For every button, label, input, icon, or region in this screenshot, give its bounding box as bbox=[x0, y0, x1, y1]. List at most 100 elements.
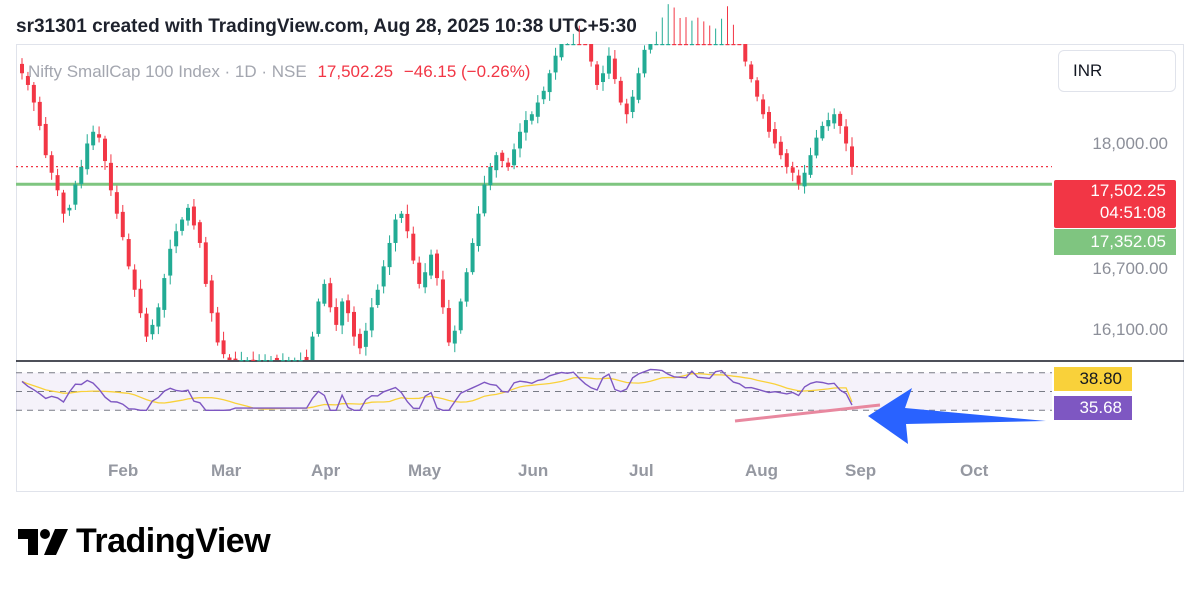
time-axis-label: May bbox=[408, 461, 442, 480]
candle-body bbox=[429, 254, 434, 276]
candle-body bbox=[660, 44, 665, 46]
tv-logo-icon bbox=[18, 528, 68, 555]
candle-body bbox=[541, 90, 546, 100]
candle-body bbox=[523, 120, 528, 133]
candle-body bbox=[233, 358, 238, 360]
candle-body bbox=[310, 336, 315, 360]
candle-body bbox=[25, 75, 30, 85]
candle-body bbox=[737, 44, 742, 46]
candle-body bbox=[126, 239, 131, 267]
candle-body bbox=[144, 313, 149, 337]
symbol-name: Nifty SmallCap 100 Index · 1D · NSE bbox=[28, 62, 307, 81]
price-axis-label: 16,700.00 bbox=[1092, 259, 1168, 278]
candle-body bbox=[79, 166, 84, 185]
candle-body bbox=[606, 55, 611, 74]
candle-body bbox=[820, 125, 825, 139]
arrow-annotation bbox=[868, 388, 1046, 444]
candle-body bbox=[500, 152, 505, 162]
tradingview-logo[interactable]: TradingView bbox=[18, 522, 271, 561]
candle-body bbox=[595, 64, 600, 85]
candle-body bbox=[352, 311, 356, 337]
candle-body bbox=[186, 207, 190, 221]
candle-body bbox=[399, 213, 404, 218]
candle-body bbox=[257, 360, 262, 362]
candle-body bbox=[274, 357, 279, 360]
time-axis-label: Aug bbox=[745, 461, 779, 480]
candle-body bbox=[518, 131, 522, 149]
candle-body bbox=[357, 333, 362, 349]
candle-body bbox=[695, 44, 700, 46]
candle-body bbox=[672, 44, 677, 46]
candle-body bbox=[464, 272, 469, 302]
candle-body bbox=[796, 175, 801, 185]
candle-body bbox=[31, 84, 36, 103]
candle-body bbox=[476, 213, 481, 247]
legend-price: 17,502.25 bbox=[317, 62, 394, 81]
candle-body bbox=[85, 143, 90, 170]
candle-body bbox=[316, 301, 321, 334]
rsi-tag: 35.68 bbox=[1054, 396, 1132, 420]
candle-body bbox=[150, 324, 155, 335]
support-price-tag: 17,352.05 bbox=[1054, 229, 1176, 255]
chart-frame[interactable] bbox=[16, 44, 1184, 492]
candle-body bbox=[67, 207, 72, 211]
candle-body bbox=[630, 96, 635, 113]
candle-body bbox=[138, 288, 143, 314]
candle-body bbox=[197, 222, 202, 243]
candle-body bbox=[731, 44, 736, 46]
candle-body bbox=[209, 280, 214, 314]
candle-body bbox=[108, 162, 113, 191]
candle-body bbox=[802, 172, 807, 187]
candle-body bbox=[114, 192, 119, 214]
rsi-line bbox=[21, 368, 853, 411]
candle-body bbox=[458, 301, 463, 331]
candle-body bbox=[446, 308, 451, 343]
candle-body bbox=[120, 211, 125, 238]
candle-body bbox=[559, 44, 564, 58]
currency-button[interactable]: INR bbox=[1058, 50, 1176, 92]
candle-body bbox=[601, 73, 605, 82]
candle-body bbox=[494, 155, 499, 171]
price-axis-label: 18,000.00 bbox=[1092, 134, 1168, 153]
candle-body bbox=[55, 175, 60, 191]
rsi-ma-tag: 38.80 bbox=[1054, 367, 1132, 391]
candle-body bbox=[168, 248, 173, 276]
candle-body bbox=[180, 219, 185, 231]
candle-body bbox=[784, 153, 789, 167]
candle-body bbox=[772, 129, 777, 144]
candle-body bbox=[583, 44, 588, 46]
candle-body bbox=[381, 266, 386, 287]
candle-body bbox=[269, 360, 273, 362]
candle-body bbox=[227, 357, 232, 360]
candle-body bbox=[423, 272, 428, 288]
candle-body bbox=[707, 44, 712, 46]
candle-body bbox=[719, 44, 724, 46]
candle-body bbox=[577, 44, 582, 46]
candle-body bbox=[790, 167, 795, 173]
candle-body bbox=[749, 64, 754, 80]
candle-body bbox=[203, 242, 208, 284]
candle-body bbox=[251, 359, 256, 361]
candle-body bbox=[405, 213, 410, 232]
time-axis-label: Mar bbox=[211, 461, 242, 480]
candle-body bbox=[553, 55, 558, 73]
candle-body bbox=[470, 242, 475, 273]
candle-body bbox=[743, 44, 748, 62]
candle-body bbox=[91, 131, 96, 146]
candle-body bbox=[340, 301, 345, 326]
candle-body bbox=[725, 44, 730, 46]
candle-body bbox=[648, 44, 653, 50]
candle-body bbox=[263, 360, 268, 362]
last-price-value: 17,502.25 bbox=[1090, 181, 1166, 200]
candle-body bbox=[239, 360, 244, 362]
candle-body bbox=[37, 101, 42, 126]
candle-body bbox=[678, 44, 683, 46]
symbol-legend[interactable]: Nifty SmallCap 100 Index · 1D · NSE 17,5… bbox=[28, 62, 530, 82]
candle-body bbox=[612, 58, 617, 80]
candle-body bbox=[636, 73, 641, 100]
candle-body bbox=[435, 253, 439, 279]
candle-body bbox=[97, 134, 102, 138]
candle-body bbox=[292, 360, 297, 362]
candle-body bbox=[245, 360, 250, 362]
